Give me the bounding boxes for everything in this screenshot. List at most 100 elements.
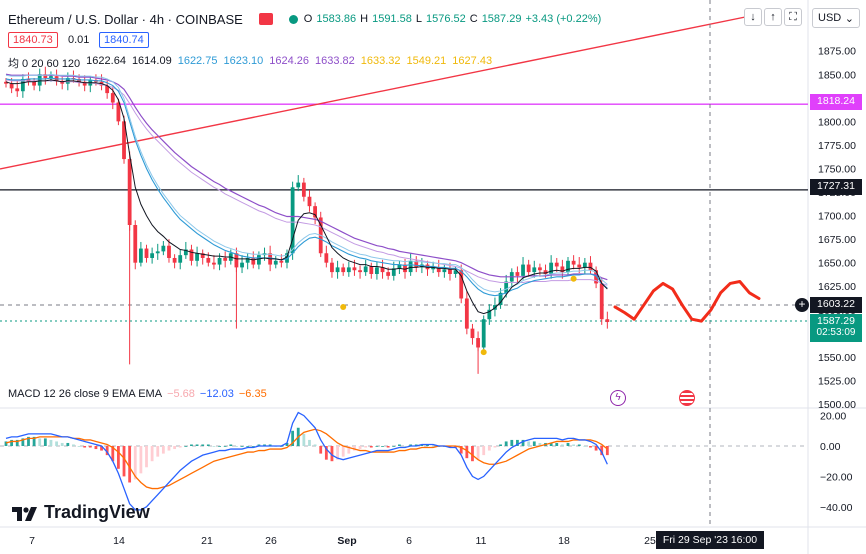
fullscreen-icon[interactable]: ⛶ [784,8,802,26]
candle-body [498,292,503,306]
tradingview-logo[interactable]: TradingView [12,502,150,523]
macd-hist-bar [212,446,216,447]
macd-hist-bar [10,439,14,446]
candle-body [32,81,36,86]
macd-hist-bar [555,442,559,446]
macd-hist-bar [251,446,255,447]
candle-body [363,266,368,273]
candle-body [150,253,155,258]
symbol-title[interactable]: Ethereum / U.S. Dollar · 4h · COINBASE [8,11,243,27]
macd-hist-bar [369,446,373,448]
macd-hist-bar [319,446,323,454]
macd-hist-bar [32,436,36,446]
macd-hist-bar [83,446,87,448]
macd-hist-bar [386,446,390,448]
price-tick-label: 1675.00 [818,234,856,246]
price-tick-label: 1525.00 [818,375,856,387]
macd-hist-bar [133,446,137,480]
candle-body [521,264,525,276]
change-value: +3.43 (+0.22%) [525,13,602,25]
macd-hist-bar [532,441,536,446]
forecast-curve [613,280,761,323]
currency-select[interactable]: USD ⌄ [812,8,860,28]
macd-hist-bar [88,446,92,448]
arrow-up-icon[interactable]: ↑ [764,8,782,26]
ma-120-line [5,73,608,281]
macd-signal-line [5,428,608,490]
macd-hist-bar [375,446,379,447]
candle-body [476,338,480,348]
macd-hist-bar [195,444,199,446]
candle-body [391,268,396,276]
ma-value: 1622.64 [86,55,126,67]
candle-body [285,253,289,263]
macd-tick-label: 0.00 [820,441,841,453]
candle-body [296,182,301,188]
candle-body [206,257,211,263]
macd-hist-bar [291,430,295,446]
macd-hist-bar [324,446,328,460]
us-flag-event-icon[interactable] [679,390,695,406]
magenta-line-badge: 1818.24 [810,94,862,110]
macd-hist-bar [448,446,452,448]
flash-event-icon[interactable]: ϟ [610,390,626,406]
candle-body [599,283,604,320]
macd-hist-bar [206,444,210,446]
arrow-down-icon[interactable]: ↓ [744,8,762,26]
candle-body [386,272,391,276]
macd-hist-bar [358,446,362,450]
candle-body [251,257,256,265]
macd-hist-bar [268,444,272,446]
time-tick-label: 25 [644,535,656,547]
macd-hist-bar [43,438,47,446]
ma-legend-values: 1622.64 1614.09 1622.75 1623.10 1624.26 1633.… [86,55,492,71]
price-tick-label: 1750.00 [818,163,856,175]
macd-hist-bar [100,446,103,451]
candle-body [352,267,357,271]
tradingview-icon [12,506,37,521]
macd-tick-label: −20.00 [820,471,853,483]
macd-hist-bar [150,446,154,462]
macd-hist-bar [353,446,356,451]
candle-body [307,196,312,207]
price-tick-label: 1500.00 [818,399,856,411]
time-tick-label: 18 [558,535,570,547]
buy-price-box[interactable]: 1840.74 [99,32,149,48]
macd-hist-bar [105,446,109,456]
macd-hist-bar [381,446,384,447]
macd-hist-bar [403,446,407,447]
candle-body [414,260,419,268]
candle-body [127,159,132,225]
macd-signal-value: −6.35 [238,388,267,400]
time-tick-label: 26 [265,535,277,547]
candle-body [459,270,464,299]
ma-10-line [5,73,608,293]
alert-icon[interactable] [258,13,273,25]
open-value: 1583.86 [316,13,357,25]
candle-body [110,93,115,103]
candle-body [161,245,166,252]
macd-hist-bar [246,446,250,447]
add-plus-icon[interactable]: + [795,298,809,312]
candle-body [178,255,183,263]
candle-body [82,81,87,86]
price-tick-label: 1875.00 [818,46,856,58]
macd-hist-bar [285,442,289,446]
macd-hist-bar [178,446,182,448]
sell-price-box[interactable]: 1840.73 [8,32,58,48]
macd-hist-bar [156,446,160,457]
candle-body [4,81,8,84]
macd-hist-bar [454,446,457,448]
macd-hist-bar [77,446,81,447]
candle-body [172,257,177,263]
candle-body [380,267,385,273]
macd-hist-bar [594,446,598,451]
candle-body [470,328,475,339]
candle-body [257,255,261,265]
candle-body [9,83,14,89]
ma-value: 1614.09 [131,55,172,67]
high-label: H [360,13,369,25]
candle-body [217,257,222,265]
candle-body [526,264,531,273]
